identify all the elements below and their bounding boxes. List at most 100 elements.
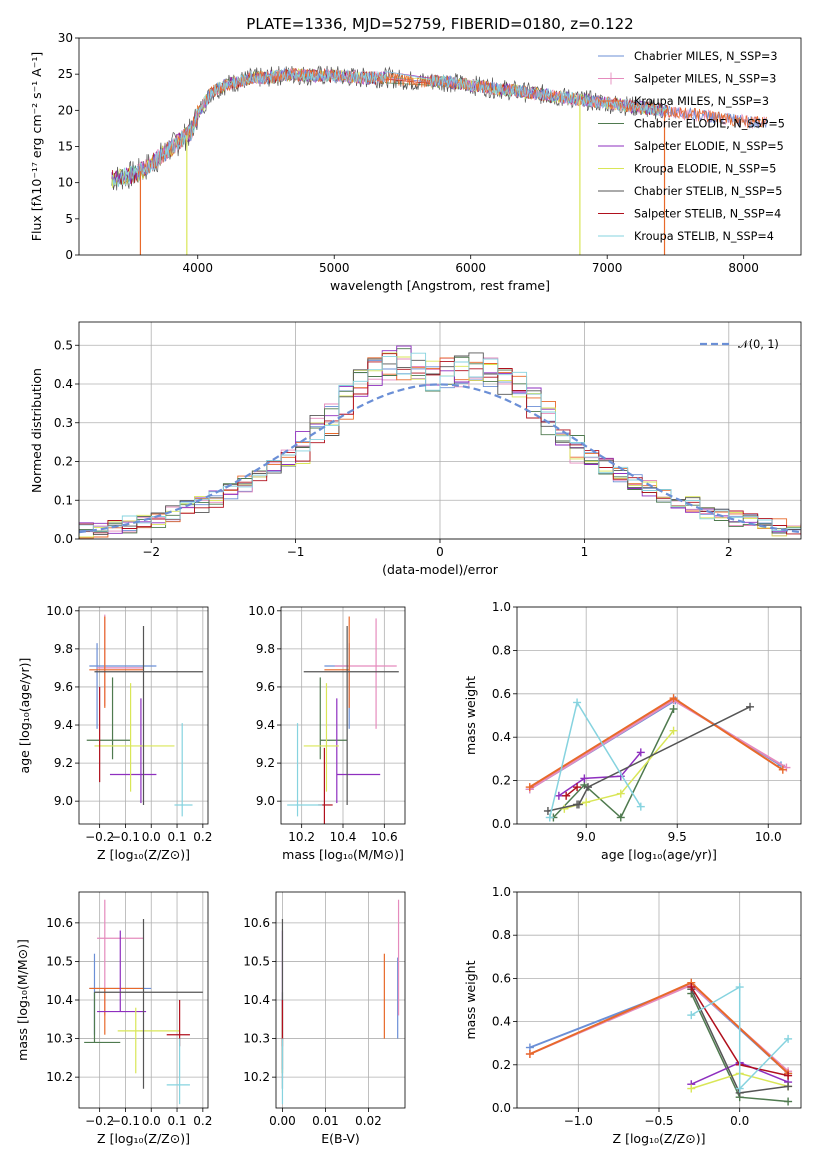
spectrum-series-2 xyxy=(137,68,767,176)
axes-frame xyxy=(280,606,406,825)
y-axis-label: age [log₁₀(age/yr)] xyxy=(17,658,32,774)
y-tick-label: 9.4 xyxy=(54,718,73,732)
x-tick-label: −2 xyxy=(142,545,160,559)
y-tick-label: 25 xyxy=(58,67,73,81)
y-tick-label: 9.2 xyxy=(256,756,275,770)
panel-4: 9.0 9.5 10.0 0.0 0.2 0.4 0.6 0.8 1.0 age [log₁₀(a… xyxy=(463,600,802,862)
x-tick-label: −0.1 xyxy=(111,830,140,844)
y-tick-label: 0.0 xyxy=(492,1101,511,1115)
plot-area xyxy=(281,899,400,1105)
legend-label-3: Chabrier ELODIE, N_SSP=5 xyxy=(634,118,785,131)
x-tick-label: 0.2 xyxy=(193,830,212,844)
panel-6: 0.00 0.01 0.02 10.2 10.3 10.4 10.5 10.6 E(B-V) xyxy=(243,891,406,1146)
legend-label-gaussian: 𝒩(0, 1) xyxy=(738,338,779,351)
plot-area xyxy=(111,65,767,255)
x-tick-label: 4000 xyxy=(182,261,213,275)
spectrum-series-5 xyxy=(111,68,668,188)
y-tick-label: 1.0 xyxy=(492,885,511,899)
legend-label-0: Chabrier MILES, N_SSP=3 xyxy=(634,50,777,63)
panel-7: −1.0 −0.5 0.0 0.0 0.2 0.4 0.6 0.8 1.0 Z [log₁₀(Z/… xyxy=(463,885,802,1146)
y-axis-label: Normed distribution xyxy=(29,368,44,493)
legend-label-8: Kroupa STELIB, N_SSP=4 xyxy=(634,230,774,243)
x-axis-label: wavelength [Angstrom, rest frame] xyxy=(330,278,550,293)
legend-label-5: Kroupa ELODIE, N_SSP=5 xyxy=(634,163,776,176)
y-tick-label: 1.0 xyxy=(492,600,511,614)
axes-frame xyxy=(78,321,802,540)
gaussian-curve xyxy=(79,383,801,534)
x-tick-label: −1.0 xyxy=(564,1114,593,1128)
x-tick-label: 0.02 xyxy=(355,1114,382,1128)
x-tick-label: 9.0 xyxy=(577,830,596,844)
legend-label-1: Salpeter MILES, N_SSP=3 xyxy=(634,73,776,86)
x-tick-label: 0.2 xyxy=(193,1114,212,1128)
weight-line-7 xyxy=(565,786,578,797)
x-tick-label: 6000 xyxy=(455,261,486,275)
x-tick-label: 0.01 xyxy=(312,1114,339,1128)
legend-label-2: Kroupa MILES, N_SSP=3 xyxy=(634,95,769,108)
y-tick-label: 0.4 xyxy=(492,1015,511,1029)
x-axis-label: (data-model)/error xyxy=(382,562,499,577)
plot-area xyxy=(287,616,399,824)
x-axis-label: mass [log₁₀(M/M⊙)] xyxy=(282,847,404,862)
weight-line-4 xyxy=(558,751,642,797)
x-tick-label: 10.6 xyxy=(371,830,398,844)
x-axis-label: age [log₁₀(age/yr)] xyxy=(601,847,717,862)
panel-0: 4000 5000 6000 7000 8000 0 5 10 15 20 25 30 PLATE=13… xyxy=(29,15,802,293)
y-tick-label: 10.2 xyxy=(46,1070,73,1084)
panel-1: −2 −1 0 1 2 0.0 0.1 0.2 0.3 0.4 0.5 (data-model)/er… xyxy=(29,321,802,577)
x-tick-label: 5000 xyxy=(319,261,350,275)
y-tick-label: 0.2 xyxy=(54,455,73,469)
y-tick-label: 0.0 xyxy=(492,817,511,831)
y-tick-label: 0.1 xyxy=(54,493,73,507)
plot-area xyxy=(525,694,791,822)
y-tick-label: 0.5 xyxy=(54,338,73,352)
x-tick-label: 9.5 xyxy=(668,830,687,844)
y-tick-label: 0.6 xyxy=(492,971,511,985)
x-tick-label: −1 xyxy=(287,545,305,559)
y-tick-label: 0.8 xyxy=(492,643,511,657)
axes-frame xyxy=(275,891,406,1109)
panel-2: −0.2−0.1 0.0 0.1 0.2 9.0 9.2 9.4 9.6 9.8 10.0 Z [l… xyxy=(17,604,212,862)
y-tick-label: 10.4 xyxy=(243,993,270,1007)
y-axis-label: mass weight xyxy=(463,676,478,755)
axes-frame xyxy=(516,606,802,825)
y-tick-label: 0.6 xyxy=(492,687,511,701)
y-tick-label: 10.6 xyxy=(46,916,73,930)
axes-frame xyxy=(78,606,209,825)
x-tick-label: 0.0 xyxy=(730,1114,749,1128)
y-tick-label: 0.2 xyxy=(492,774,511,788)
y-tick-label: 10 xyxy=(58,176,73,190)
x-tick-label: 1 xyxy=(581,545,589,559)
plot-area xyxy=(84,899,203,1105)
plot-area xyxy=(79,345,801,539)
x-axis-label: Z [log₁₀(Z/Z⊙)] xyxy=(613,1131,706,1146)
x-axis-label: E(B-V) xyxy=(321,1131,360,1146)
x-tick-label: 10.0 xyxy=(755,830,782,844)
y-tick-label: 9.6 xyxy=(256,680,275,694)
axes-frame xyxy=(78,37,802,256)
y-tick-label: 30 xyxy=(58,31,73,45)
x-tick-label: 0.1 xyxy=(167,1114,186,1128)
y-tick-label: 0.4 xyxy=(492,730,511,744)
y-tick-label: 10.6 xyxy=(243,916,270,930)
y-tick-label: 0.3 xyxy=(54,416,73,430)
spectrum-series-6 xyxy=(111,65,668,191)
y-tick-label: 5 xyxy=(65,212,73,226)
y-tick-label: 15 xyxy=(58,140,73,154)
y-tick-label: 0.8 xyxy=(492,928,511,942)
y-tick-label: 10.0 xyxy=(46,604,73,618)
y-tick-label: 9.2 xyxy=(54,756,73,770)
panel-5: −0.2−0.1 0.0 0.1 0.2 10.2 10.3 10.4 10.5 10.6 Z [… xyxy=(15,891,212,1146)
weight-line-1 xyxy=(529,699,787,791)
y-tick-label: 9.4 xyxy=(256,718,275,732)
panel-3: 10.2 10.4 10.6 9.0 9.2 9.4 9.6 9.8 10.0 mass [log… xyxy=(248,604,406,862)
y-tick-label: 10.2 xyxy=(243,1070,270,1084)
y-tick-label: 10.3 xyxy=(46,1032,73,1046)
spectrum-series-8 xyxy=(111,68,668,187)
x-tick-label: 2 xyxy=(725,545,733,559)
x-tick-label: −0.5 xyxy=(644,1114,673,1128)
x-tick-label: 0 xyxy=(436,545,444,559)
y-tick-label: 9.0 xyxy=(54,794,73,808)
axes-frame xyxy=(516,891,802,1109)
